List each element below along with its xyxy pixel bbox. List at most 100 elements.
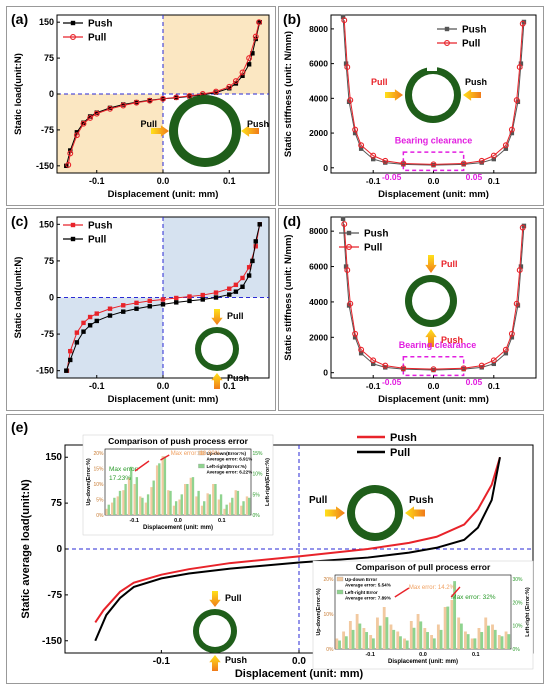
- inset-bar-updown: [245, 496, 249, 515]
- data-point-push: [383, 160, 388, 165]
- panel-a: -0.1 0.0 0.1 -150 -75 0 75 150 Displacement (uni…: [6, 6, 276, 206]
- inset-max-error-updown: Max error: 18.99%: [171, 451, 221, 457]
- data-point-push: [240, 73, 245, 79]
- inset-left-tick-label: 0%: [96, 513, 104, 519]
- data-point-pull: [68, 357, 73, 363]
- data-point-push: [358, 351, 364, 356]
- bearing-ring-icon-bore: [412, 74, 454, 116]
- data-point-push: [479, 160, 484, 165]
- panel-b: -0.1 0.0 0.1 0 2000 4000 6000 8000 Displacement …: [278, 6, 544, 206]
- inset-bar-updown: [470, 638, 474, 649]
- data-point-push: [121, 303, 126, 308]
- annotation-push: Push: [227, 373, 249, 383]
- inset-bar-updown: [355, 614, 359, 649]
- data-point-pull: [341, 221, 348, 228]
- inset-bar-leftright: [242, 501, 245, 515]
- data-point-pull: [516, 64, 523, 71]
- inset-bar-updown: [133, 484, 136, 515]
- legend-marker: [444, 26, 450, 32]
- data-point-pull: [65, 161, 72, 168]
- inset-max-error-updown: Max error: 14.2%: [409, 585, 456, 591]
- x-axis-label: Displacement (unit: mm): [235, 668, 364, 680]
- inset-bar-leftright: [225, 504, 228, 515]
- data-point-push: [253, 244, 258, 249]
- data-point-push: [461, 162, 466, 167]
- pull-arrow-icon: [209, 591, 221, 607]
- inset-bar-leftright: [118, 490, 122, 515]
- inset-bar-updown: [396, 631, 400, 649]
- y-tick-label: 75: [44, 256, 54, 266]
- annotation-push: Push: [465, 77, 487, 87]
- pull-arrow-icon: [385, 89, 403, 101]
- inset-left-tick-label: 10%: [323, 612, 334, 618]
- inset-legend-swatch: [336, 576, 344, 582]
- inset-bar-leftright: [107, 504, 110, 515]
- x-tick-label: 0.1: [488, 176, 500, 186]
- bearing-clearance-box: [402, 356, 465, 377]
- legend-label: Push: [364, 229, 388, 240]
- inset-bar-updown: [122, 490, 125, 515]
- y-tick-label: 4000: [309, 297, 328, 307]
- inset-x-axis-label: Displacement (unit: mm): [388, 659, 458, 665]
- inset-bar-updown: [150, 487, 153, 515]
- data-point-pull: [460, 365, 467, 372]
- data-point-push: [200, 92, 205, 98]
- data-point-push: [94, 311, 99, 316]
- inset-frame: [312, 560, 534, 670]
- push-arrow-icon: [241, 125, 259, 137]
- chart-a-svg: -0.1 0.0 0.1 -150 -75 0 75 150 Displacement (uni…: [13, 14, 270, 200]
- data-point-push: [340, 216, 346, 221]
- data-point-push: [147, 298, 152, 304]
- inset-left-tick-label: 0%: [326, 647, 334, 653]
- legend-label: Push: [88, 19, 112, 30]
- inset-right-axis-label: Left-right (Error:%): [525, 587, 531, 637]
- data-point-pull: [213, 88, 219, 95]
- panel-label-c: (c): [11, 213, 29, 229]
- inset-bar-updown: [127, 477, 131, 515]
- inset-right-tick-label: 10%: [253, 472, 264, 478]
- inset-bar-updown: [484, 617, 488, 649]
- data-point-push: [352, 130, 358, 136]
- inset-bar-updown: [423, 628, 427, 649]
- inset-bar-updown: [234, 490, 237, 515]
- inset-bar-updown: [335, 638, 339, 649]
- inset-bar-leftright: [453, 581, 457, 649]
- inset-legend-label: Left-right Error: [345, 590, 378, 595]
- push-arrow-icon: [425, 329, 437, 347]
- data-point-push: [518, 61, 524, 66]
- y-tick-label: 0: [49, 89, 54, 99]
- bearing-ring-icon-bore: [199, 615, 231, 647]
- inset-left-tick-label: 20%: [93, 451, 104, 457]
- x-tick-label: 0.0: [292, 656, 306, 667]
- data-point-pull: [370, 357, 377, 364]
- pull-arrow-icon: [325, 506, 345, 520]
- chart-c-svg: -0.1 0.0 0.1 -150 -75 0 75 150 Displacement (uni…: [13, 216, 270, 405]
- inset-bar-updown: [217, 499, 221, 515]
- data-point-pull: [347, 300, 354, 307]
- data-point-push: [401, 366, 406, 372]
- legend-marker: [346, 230, 352, 236]
- legend-label: Pull: [88, 235, 107, 246]
- panel-label-b: (b): [283, 11, 301, 27]
- panel-c: -0.1 0.0 0.1 -150 -75 0 75 150 Displacement (uni…: [6, 208, 276, 411]
- y-tick-label: 6000: [309, 59, 328, 69]
- x-axis-label: Displacement (unit: mm): [108, 394, 219, 405]
- y-tick-label: 0: [56, 544, 62, 555]
- inset-left-tick-label: 15%: [93, 467, 104, 473]
- inset-legend-detail: Average error: 6.22%: [206, 470, 252, 475]
- data-point-pull: [87, 114, 94, 121]
- data-point-push: [74, 330, 80, 335]
- data-point-push: [257, 19, 262, 25]
- data-point-push: [174, 295, 179, 301]
- inset-bar-updown: [195, 496, 198, 515]
- x-axis-label: Displacement (unit: mm): [378, 394, 489, 405]
- bearing-ring-icon-bore: [201, 333, 233, 365]
- inset-legend-detail: Average error: 7.89%: [345, 596, 391, 601]
- y-tick-label: -150: [36, 161, 54, 171]
- y-tick-label: 2000: [309, 332, 328, 342]
- inset-bar-leftright: [231, 497, 234, 515]
- inset-bar-updown: [430, 635, 434, 649]
- data-point-pull: [252, 33, 259, 40]
- y-tick-label: 75: [51, 498, 63, 509]
- inset-bar-updown: [403, 638, 406, 649]
